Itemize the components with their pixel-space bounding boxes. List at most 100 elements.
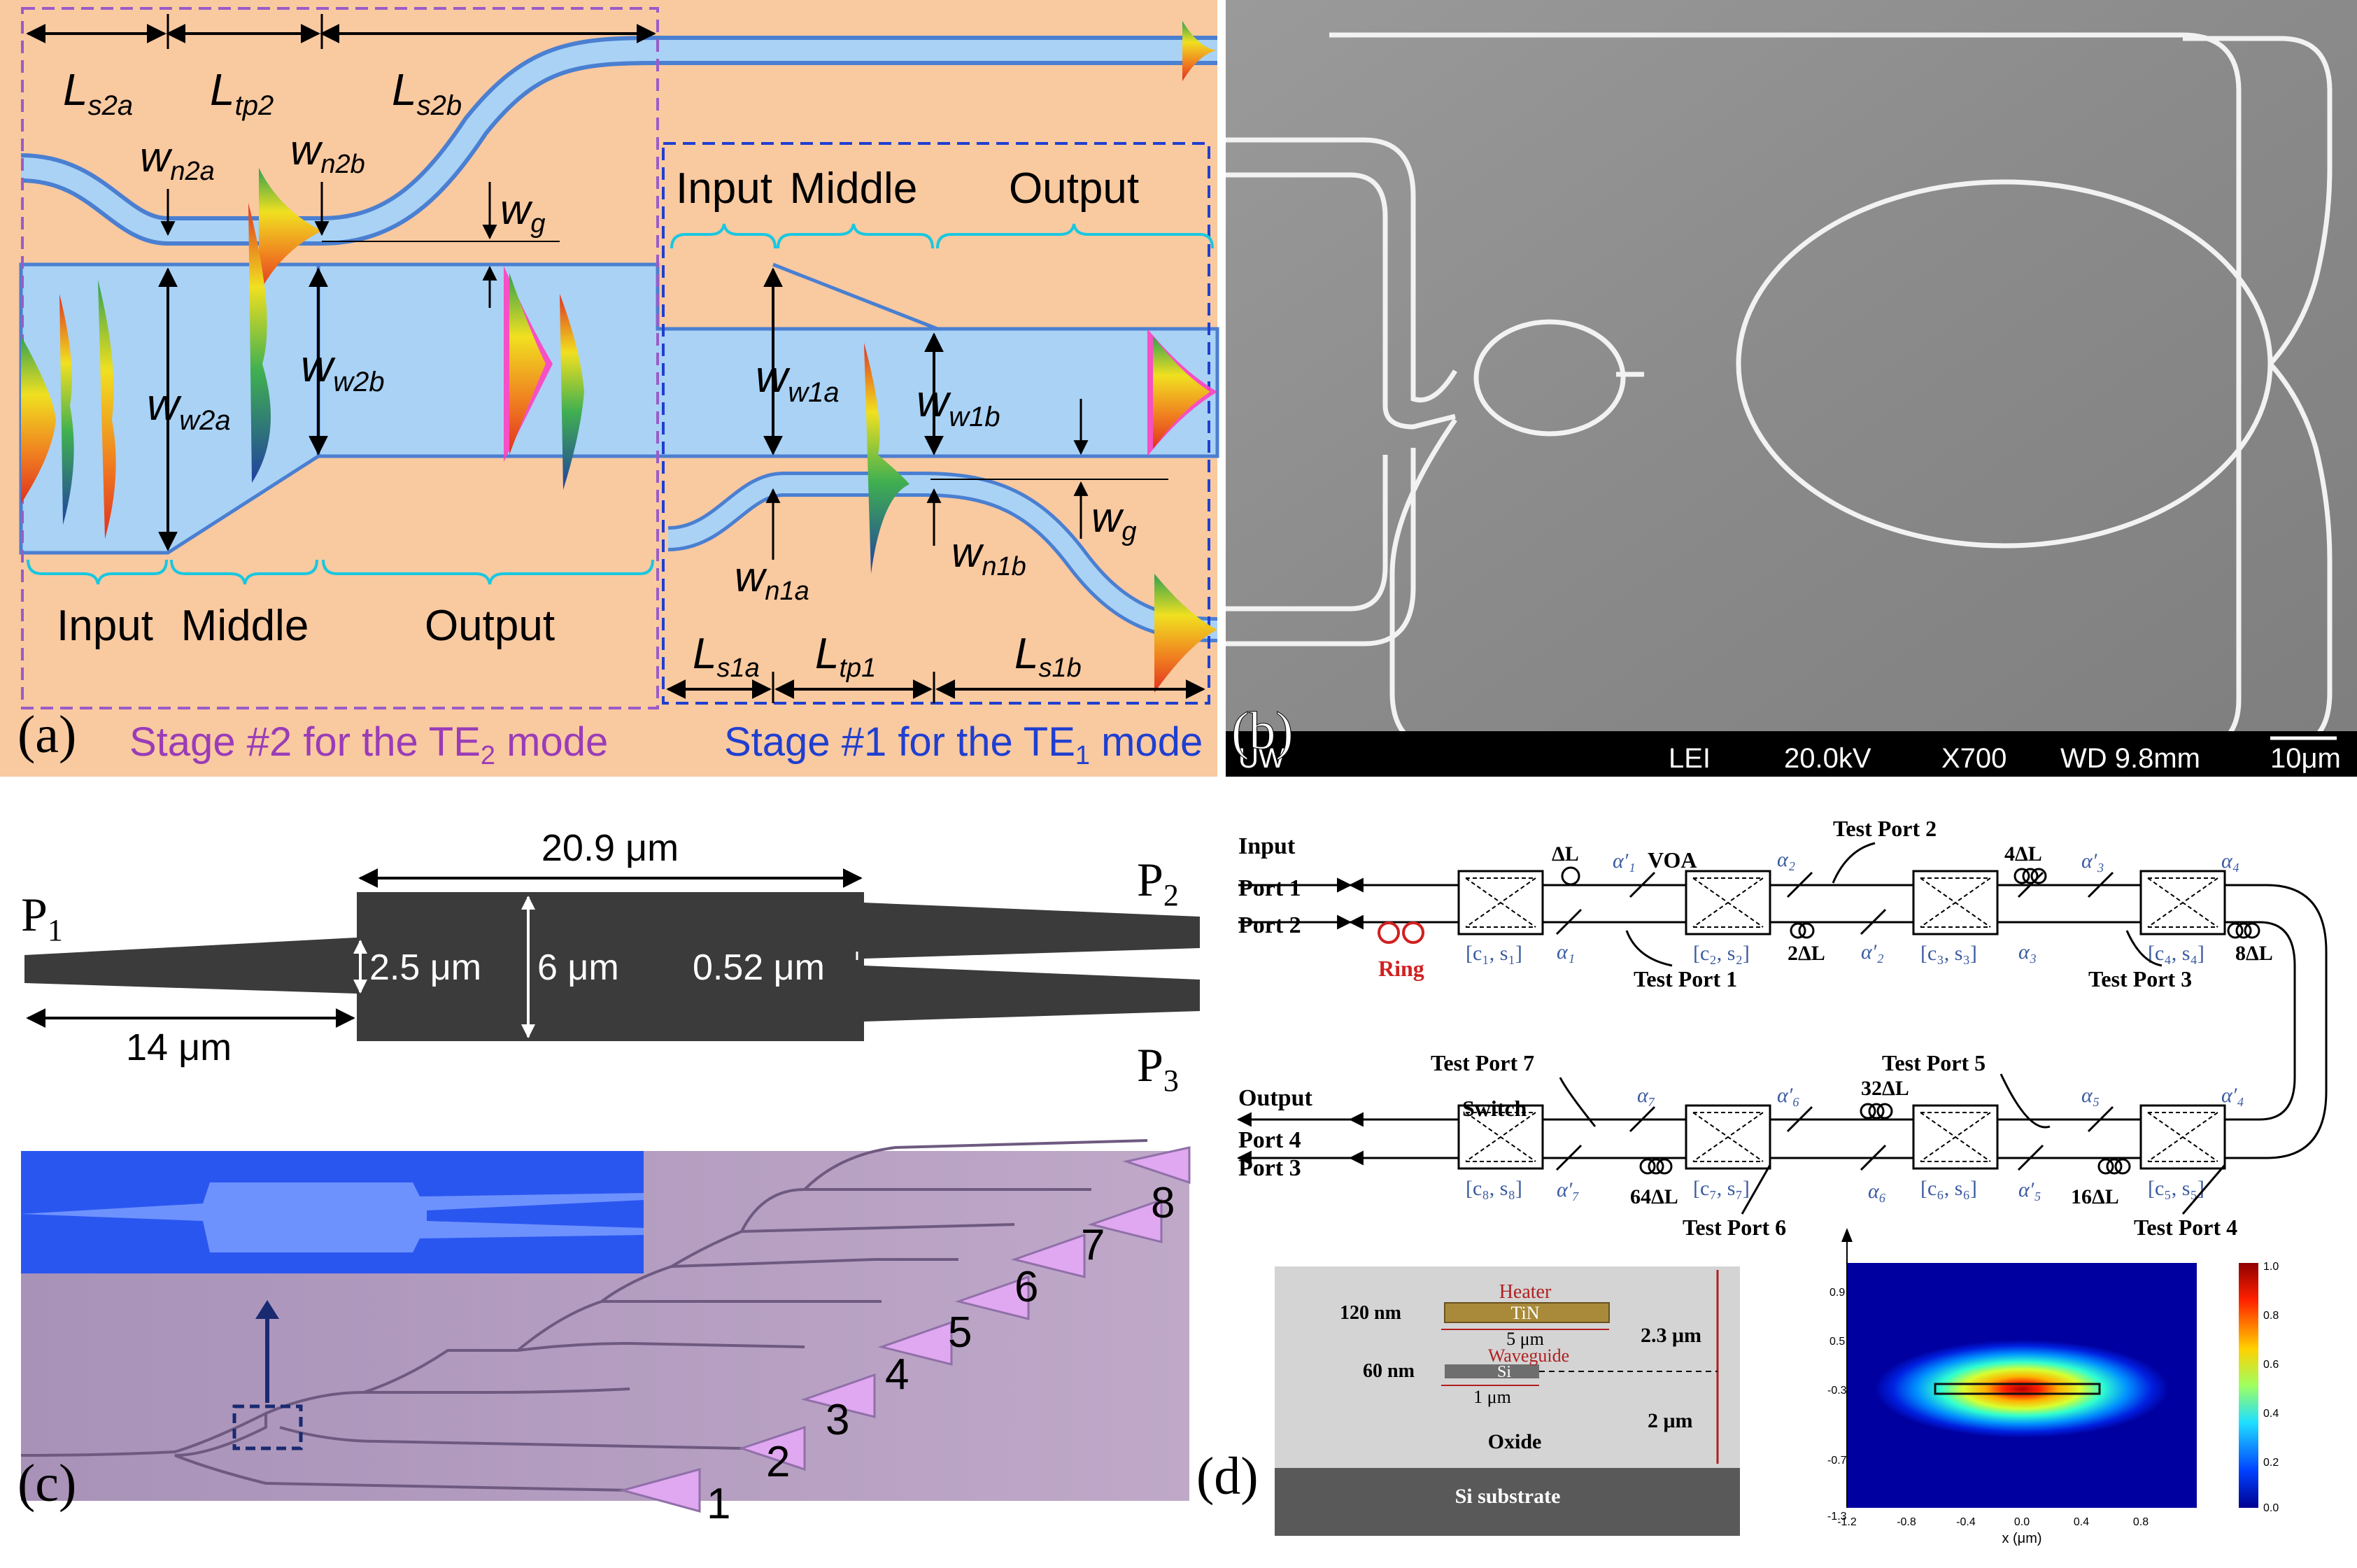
heater-thickness: 120 nm [1340, 1302, 1401, 1324]
coupler-labels: [c₁, s₁] [c₂, s₂] [c₃, s₃] [c₄, s₄] [c₅,… [1466, 942, 2204, 1200]
svg-text:Test Port 3: Test Port 3 [2088, 966, 2192, 991]
svg-text:Test Port 2: Test Port 2 [1833, 816, 1937, 841]
dim-width-mid: 6 μm [537, 947, 619, 988]
svg-text:[c₃, s₃]: [c₃, s₃] [1920, 942, 1977, 965]
port3-label: Port 3 [1238, 1155, 1301, 1181]
sem-wd: WD 9.8mm [2060, 743, 2200, 774]
coupler-boxes [1457, 870, 2226, 1170]
gap-bottom: 2 μm [1648, 1409, 1693, 1432]
svg-text:[c₅, s₅]: [c₅, s₅] [2148, 1177, 2204, 1200]
svg-text:[c₇, s₇]: [c₇, s₇] [1693, 1177, 1750, 1200]
panel-d: Input Port 1 Port 2 Ring Output Port 4 P… [1196, 816, 2328, 1546]
delay-loops [1561, 866, 2260, 1175]
stage2-section-middle: Middle [181, 602, 309, 650]
svg-text:α₂: α₂ [1777, 848, 1795, 871]
sem-scale-text: 10μm [2270, 743, 2341, 774]
svg-text:32ΔL: 32ΔL [1861, 1077, 1909, 1100]
output-7: 7 [1081, 1221, 1105, 1269]
svg-text:0.0: 0.0 [2263, 1502, 2279, 1514]
svg-text:[c₈, s₈]: [c₈, s₈] [1466, 1177, 1522, 1200]
svg-text:α′₇: α′₇ [1557, 1178, 1580, 1201]
heater [1444, 1302, 1610, 1323]
svg-text:2ΔL: 2ΔL [1788, 942, 1825, 965]
svg-text:[c₂, s₂]: [c₂, s₂] [1693, 942, 1750, 965]
test-port-labels: Test Port 1 Test Port 2 Test Port 3 Test… [1431, 816, 2237, 1240]
port4-label: Port 4 [1238, 1127, 1301, 1153]
svg-text:α₁: α₁ [1557, 940, 1575, 963]
stage2-section-input: Input [57, 602, 153, 650]
output-4: 4 [885, 1350, 909, 1399]
port-p1: P1 [21, 888, 63, 947]
svg-text:0.0: 0.0 [2014, 1516, 2030, 1528]
mode-field [1875, 1340, 2169, 1438]
svg-text:α′₄: α′₄ [2221, 1084, 2244, 1107]
mmi-shape [24, 892, 1200, 1041]
si-thickness: 60 nm [1363, 1360, 1415, 1382]
svg-text:-0.8: -0.8 [1897, 1516, 1916, 1528]
svg-text:α₆: α₆ [1868, 1180, 1886, 1203]
svg-text:-1.3: -1.3 [1827, 1511, 1847, 1523]
svg-text:0.9: 0.9 [1829, 1287, 1845, 1299]
dim-length-main: 20.9 μm [542, 827, 679, 869]
panel-c-label: (c) [17, 1454, 76, 1513]
port2-label: Port 2 [1238, 912, 1301, 938]
dim-width-in: 2.5 μm [369, 947, 481, 988]
stage1-section-output: Output [1009, 164, 1139, 213]
svg-text:-0.7: -0.7 [1827, 1455, 1847, 1467]
output-8: 8 [1151, 1179, 1175, 1227]
alpha-labels: α′₁ α₁ α₂ α′₂ α′₃ α₃ α₄ α₇ α′₇ α′₆ α₆ α′… [1557, 848, 2244, 1203]
svg-text:8ΔL: 8ΔL [2235, 942, 2273, 965]
waveguide-label: Waveguide [1488, 1345, 1569, 1366]
tin-label: TiN [1511, 1303, 1540, 1323]
svg-text:ΔL: ΔL [1552, 842, 1579, 866]
svg-text:-0.4: -0.4 [1956, 1516, 1976, 1528]
svg-text:64ΔL: 64ΔL [1630, 1185, 1678, 1208]
stage1-section-input: Input [676, 164, 772, 213]
output-3: 3 [826, 1396, 849, 1444]
mode-plot-xlabel: x (μm) [2002, 1531, 2041, 1546]
svg-text:0.8: 0.8 [2133, 1516, 2149, 1528]
svg-text:[c₄, s₄]: [c₄, s₄] [2148, 942, 2204, 965]
svg-text:Test Port 5: Test Port 5 [1882, 1050, 1986, 1075]
stage1-narrow-guide [667, 475, 1218, 639]
svg-text:α′₆: α′₆ [1777, 1084, 1800, 1107]
colorbar [2239, 1263, 2258, 1508]
svg-text:α₄: α₄ [2221, 849, 2239, 873]
sem-mag: X700 [1941, 743, 2006, 774]
stage1-caption: Stage #1 for the TE1 mode [724, 719, 1203, 770]
svg-text:Test Port 6: Test Port 6 [1683, 1215, 1786, 1240]
svg-text:16ΔL: 16ΔL [2071, 1185, 2119, 1208]
panel-a-label: (a) [17, 705, 76, 764]
port-p2: P2 [1137, 853, 1179, 912]
svg-text:Test Port 1: Test Port 1 [1634, 966, 1737, 991]
si-waveguide [1445, 1364, 1539, 1378]
svg-text:α′₁: α′₁ [1613, 849, 1636, 873]
panel-b-label: (b) [1231, 702, 1294, 761]
switch-label: Switch [1462, 1096, 1527, 1121]
stage1-box [662, 142, 1210, 705]
sem-info-bar [1226, 731, 2357, 777]
circuit-lines [1348, 877, 2328, 1166]
dim-taper-len: 14 μm [126, 1026, 232, 1068]
svg-text:[c₁, s₁]: [c₁, s₁] [1466, 942, 1522, 965]
panel-a: Ls2a Ltp2 Ls2b wn2a wn2b wg ww2a ww2b In… [0, 0, 1219, 777]
output-title: Output [1238, 1085, 1312, 1111]
input-title: Input [1238, 833, 1296, 859]
gap-top: 2.3 μm [1641, 1324, 1701, 1347]
svg-text:α′₂: α′₂ [1861, 940, 1884, 963]
svg-text:0.2: 0.2 [2263, 1457, 2279, 1469]
zoom-box [232, 1404, 303, 1450]
svg-text:4ΔL: 4ΔL [2004, 842, 2042, 866]
sem-detector: LEI [1669, 743, 1711, 774]
svg-text:α₅: α₅ [2081, 1084, 2100, 1107]
svg-text:α₇: α₇ [1637, 1084, 1655, 1107]
svg-text:[c₆, s₆]: [c₆, s₆] [1920, 1177, 1977, 1200]
heater-label: Heater [1499, 1281, 1552, 1303]
svg-text:0.4: 0.4 [2074, 1516, 2089, 1528]
mode-profiles [21, 21, 1217, 693]
colorbar-ticks: 1.0 0.8 0.6 0.4 0.2 0.0 [2263, 1261, 2279, 1514]
port1-label: Port 1 [1238, 875, 1301, 901]
svg-text:-0.3: -0.3 [1827, 1385, 1847, 1397]
wg-width: 1 μm [1473, 1387, 1511, 1407]
